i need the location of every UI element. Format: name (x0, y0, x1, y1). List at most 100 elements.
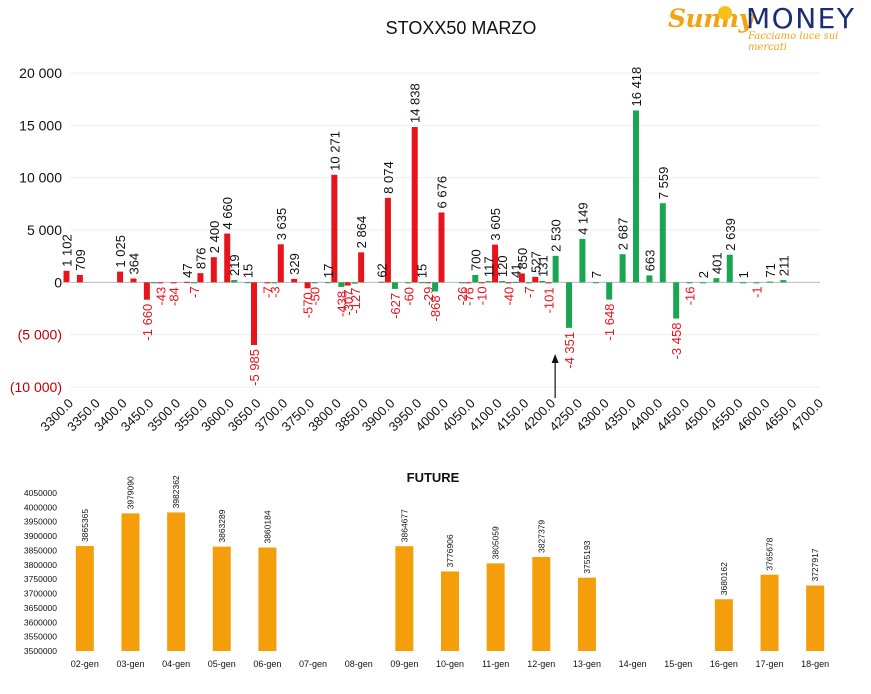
bar-green-4250 (579, 238, 586, 283)
bar-green-4500 (713, 278, 720, 283)
future-bar-13-gen (577, 577, 596, 651)
stoxx50-open-interest-chart: STOXX50 MARZO 20 000 15 000 10 000 5 000 0 (5 … (10, 18, 826, 434)
bar-red-3550 (197, 273, 204, 283)
bar-green-4425 (673, 282, 680, 319)
bar-green-3800 (338, 282, 345, 287)
bar-green-4400 (659, 203, 666, 283)
data-label: -4 351 (562, 332, 577, 369)
future-bar-04-gen (167, 512, 186, 651)
data-label: -307 (341, 290, 356, 316)
data-label: 1 (736, 271, 751, 278)
data-label: 1 025 (113, 235, 128, 268)
bar-green-3950 (418, 282, 425, 284)
future-bar-05-gen (212, 546, 231, 651)
bar-green-3900 (391, 282, 398, 289)
data-label: 211 (776, 255, 791, 276)
data-label: -43 (153, 287, 168, 306)
future-value-label: 3727917 (810, 548, 820, 581)
bar-green-4450 (686, 282, 693, 284)
data-label: 15 (241, 264, 256, 278)
logo-brand-sunny: Sunny (668, 4, 753, 33)
bar-red-3850 (358, 252, 365, 283)
data-label: 71 (763, 263, 778, 277)
future-value-label: 3776906 (445, 534, 455, 567)
chart-title: STOXX50 MARZO (386, 18, 537, 38)
bar-red-3900 (384, 197, 391, 283)
bar-red-3700 (277, 244, 284, 283)
bar-green-4550 (740, 282, 747, 284)
bar-red-4125 (505, 282, 512, 284)
future-x-tick-label: 11-gen (482, 659, 509, 669)
bar-red-4200 (545, 282, 552, 284)
bar-green-4075 (485, 281, 492, 283)
future-value-label: 3982362 (171, 475, 181, 508)
future-x-tick-label: 13-gen (573, 659, 601, 669)
data-label: 117 (482, 256, 497, 277)
bar-red-3825 (344, 282, 351, 286)
bar-red-3600 (224, 233, 231, 283)
bar-green-4275 (592, 282, 599, 284)
future-value-label: 3865365 (80, 509, 90, 542)
data-label: -60 (401, 287, 416, 306)
data-label: 700 (468, 249, 483, 271)
bar-green-3750 (311, 282, 318, 284)
bar-green-3975 (432, 282, 439, 292)
data-label: 17 (321, 264, 336, 278)
data-label: 2 530 (549, 219, 564, 252)
bar-green-4125 (512, 281, 519, 283)
future-bar-12-gen (532, 556, 551, 651)
bar-green-4325 (619, 254, 626, 283)
data-label: -7 (260, 286, 275, 298)
data-label: -868 (428, 295, 443, 321)
future-bar-03-gen (121, 513, 140, 651)
future-value-label: 3864677 (399, 509, 409, 542)
future-bar-18-gen (806, 585, 825, 651)
data-label: 3 635 (274, 208, 289, 241)
data-label: 329 (287, 253, 302, 275)
sunny-money-logo: Sunny MONEY Facciamo luce sui mercati (666, 2, 866, 53)
future-x-tick-label: 07-gen (299, 659, 327, 669)
bar-green-3625 (244, 282, 251, 284)
data-label: 2 687 (616, 218, 631, 251)
future-bar-11-gen (486, 563, 505, 651)
data-label: 364 (126, 253, 141, 275)
data-label: -40 (501, 287, 516, 306)
data-label: 2 864 (354, 216, 369, 249)
future-y-tick-label: 3800000 (24, 560, 57, 570)
future-x-tick-label: 16-gen (710, 659, 738, 669)
data-label: 14 838 (408, 83, 423, 123)
future-x-tick-label: 15-gen (664, 659, 692, 669)
future-y-tick-label: 3500000 (24, 646, 57, 656)
bar-red-3950 (411, 127, 418, 283)
bar-green-4350 (633, 110, 639, 283)
data-label: -16 (683, 287, 698, 306)
future-x-tick-label: 08-gen (345, 659, 373, 669)
data-label: 663 (642, 250, 657, 272)
future-value-label: 3755193 (582, 540, 592, 573)
data-label: 10 271 (327, 131, 342, 171)
future-value-label: 3805059 (491, 526, 501, 559)
data-label: 3 605 (488, 208, 503, 241)
data-label: -1 (750, 286, 765, 298)
bar-green-3675 (271, 282, 278, 284)
data-label: 219 (227, 254, 242, 276)
future-bar-10-gen (441, 571, 459, 651)
bar-red-3800 (331, 174, 338, 283)
bar-red-3475 (157, 282, 164, 284)
data-label: 62 (375, 263, 390, 277)
future-x-tick-label: 18-gen (801, 659, 829, 669)
data-label: 2 639 (723, 218, 738, 251)
bar-red-3575 (210, 257, 217, 283)
sun-icon (718, 6, 732, 20)
future-y-tick-label: 3950000 (24, 517, 57, 527)
future-y-tick-label: 3850000 (24, 545, 57, 555)
future-value-label: 3979090 (125, 476, 135, 509)
bar-green-4300 (606, 282, 613, 300)
data-label: 1 102 (60, 234, 75, 267)
bar-red-3300 (63, 270, 70, 283)
data-label: 7 559 (656, 167, 671, 200)
future-y-tick-label: 3700000 (24, 589, 57, 599)
bar-red-3650 (251, 282, 257, 345)
bar-red-3500 (170, 282, 177, 284)
data-label: -10 (475, 286, 490, 305)
